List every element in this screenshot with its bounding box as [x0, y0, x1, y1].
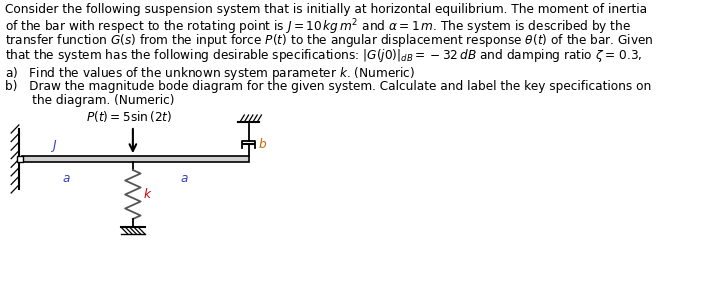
Text: the diagram. (Numeric): the diagram. (Numeric): [5, 94, 174, 107]
Text: $a$: $a$: [62, 172, 70, 185]
Text: that the system has the following desirable specifications: $|G(j0)|_{dB} = -32\: that the system has the following desira…: [5, 46, 643, 64]
Text: $k$: $k$: [143, 188, 152, 201]
Text: $a$: $a$: [180, 172, 189, 185]
Text: $P(t) = 5\mathrm{sin}\,(2t)$: $P(t) = 5\mathrm{sin}\,(2t)$: [85, 108, 172, 123]
Bar: [22, 156, 248, 162]
Text: transfer function $G(s)$ from the input force $P(t)$ to the angular displacement: transfer function $G(s)$ from the input …: [5, 32, 654, 49]
Text: of the bar with respect to the rotating point is $J = 10\,kg\,m^2$ and $\alpha =: of the bar with respect to the rotating …: [5, 17, 632, 37]
Text: $b$: $b$: [258, 137, 267, 151]
Text: a)   Find the values of the unknown system parameter $k$. (Numeric): a) Find the values of the unknown system…: [5, 65, 415, 82]
Text: b)   Draw the magnitude bode diagram for the given system. Calculate and label t: b) Draw the magnitude bode diagram for t…: [5, 80, 651, 92]
Text: Consider the following suspension system that is initially at horizontal equilib: Consider the following suspension system…: [5, 3, 647, 16]
Text: $J$: $J$: [51, 138, 58, 154]
